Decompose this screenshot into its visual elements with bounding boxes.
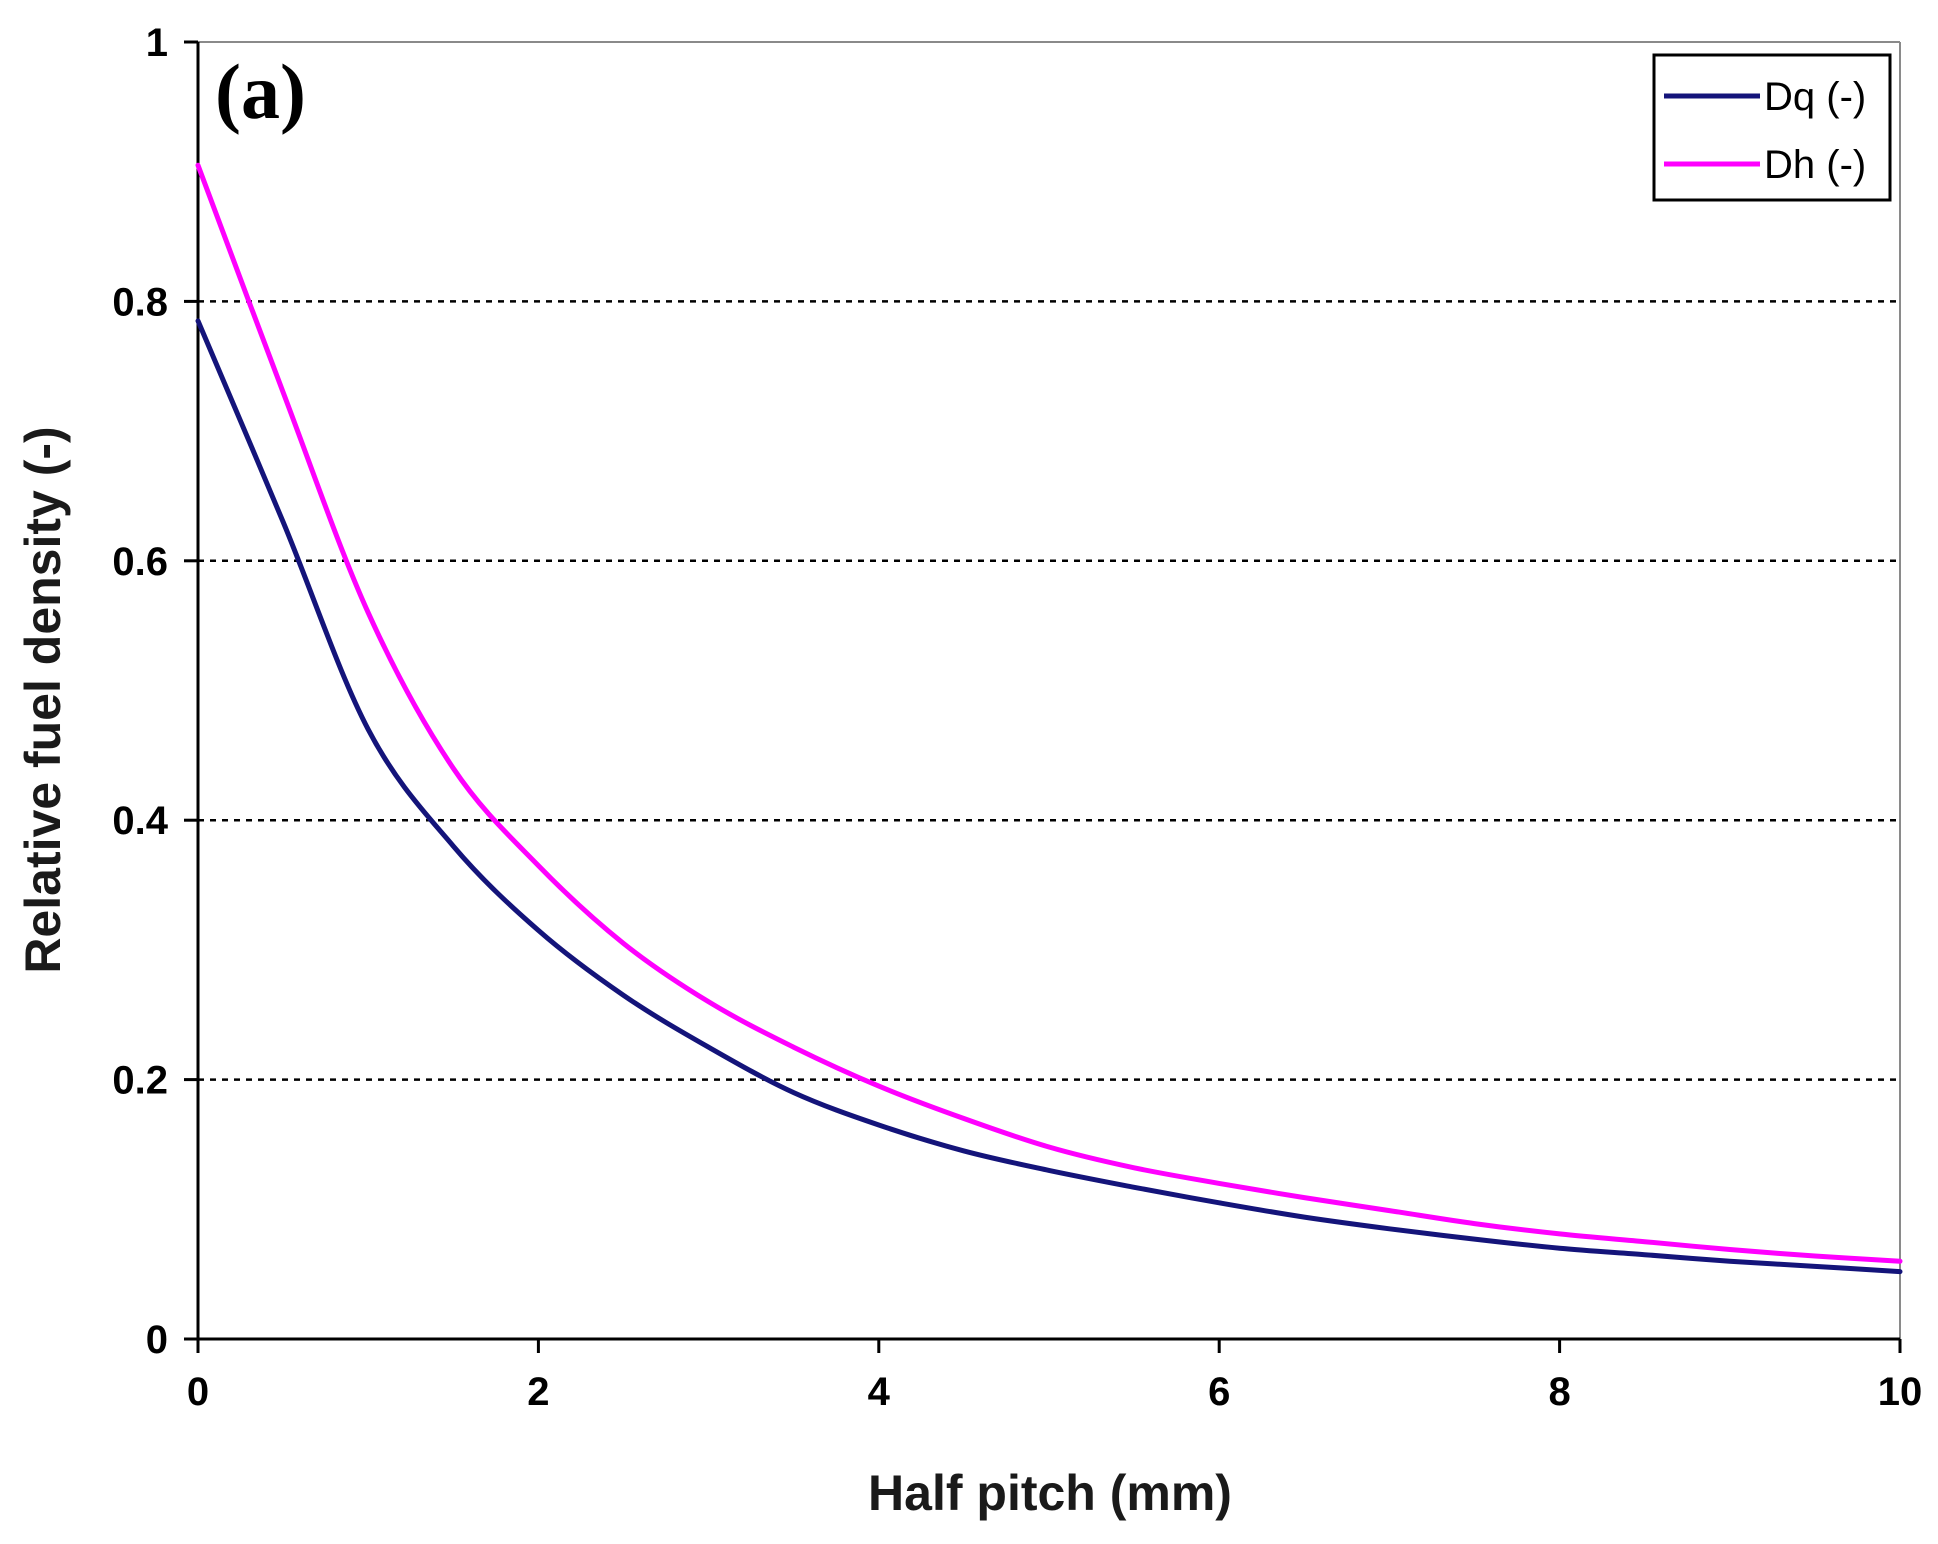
x-tick-label: 2 xyxy=(527,1370,549,1414)
plot-frame xyxy=(198,41,1901,1339)
series-line-dh xyxy=(195,162,1903,1264)
x-tick-label: 0 xyxy=(187,1370,209,1414)
y-tick-label: 0 xyxy=(146,1318,168,1362)
legend-box xyxy=(1652,53,1892,202)
legend: Dq (-) Dh (-) xyxy=(1652,53,1892,202)
legend-label: Dq (-) xyxy=(1764,75,1866,119)
panel-label: (a) xyxy=(215,48,306,135)
x-axis-title: Half pitch (mm) xyxy=(868,1465,1232,1521)
y-tick-label: 0.2 xyxy=(112,1059,168,1103)
gridlines xyxy=(198,300,1900,1081)
y-tick-label: 1 xyxy=(146,21,168,65)
y-ticks: 0 0.2 0.4 0.6 0.8 1 xyxy=(112,21,198,1362)
x-tick-label: 10 xyxy=(1878,1370,1923,1414)
y-axis-title: Relative fuel density (-) xyxy=(15,426,71,973)
x-tick-label: 6 xyxy=(1208,1370,1230,1414)
series-line-dq xyxy=(195,318,1903,1275)
legend-label: Dh (-) xyxy=(1764,143,1866,187)
x-ticks: 0 2 4 6 8 10 xyxy=(187,1339,1922,1414)
y-tick-label: 0.8 xyxy=(112,280,168,324)
axes xyxy=(196,42,1900,1341)
y-tick-label: 0.4 xyxy=(112,799,168,843)
x-tick-label: 8 xyxy=(1548,1370,1570,1414)
x-tick-label: 4 xyxy=(868,1370,891,1414)
y-tick-label: 0.6 xyxy=(112,540,168,584)
series-lines xyxy=(195,162,1903,1275)
